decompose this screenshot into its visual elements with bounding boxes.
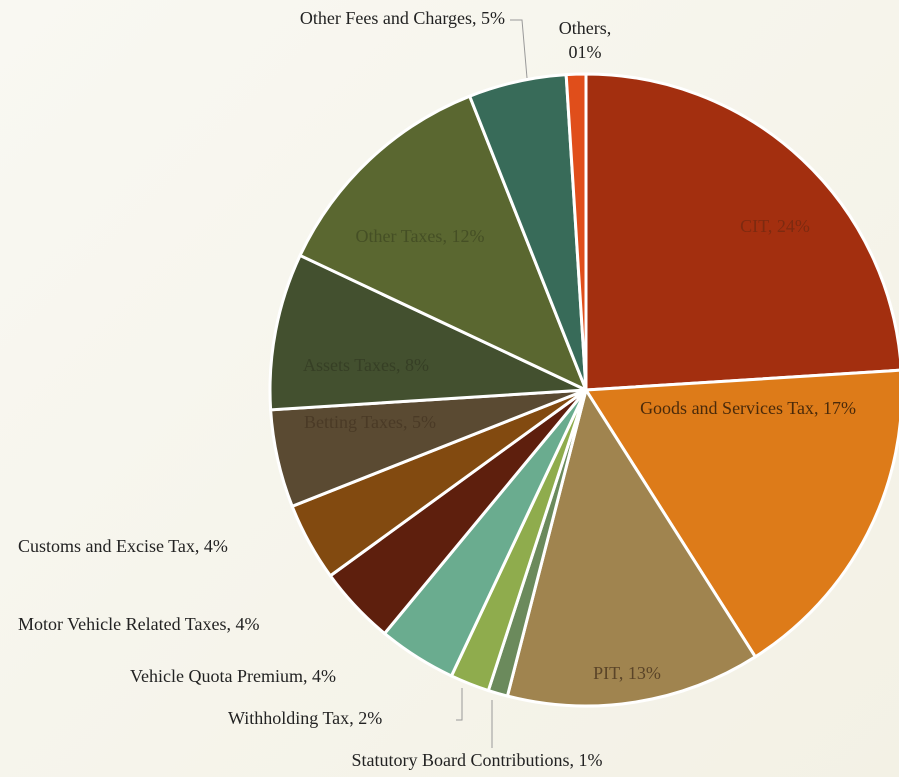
pie-slice [583,368,899,659]
slice-label: PIT, 13% [593,663,661,683]
value-label: 5% [412,412,436,432]
slice-label: Assets Taxes, 8% [303,355,429,375]
value-label: 12% [451,226,484,246]
value-label: 24% [777,216,810,236]
category-label: Other Taxes [356,226,443,246]
category-label: Others [559,18,607,38]
value-label: 2% [358,708,382,728]
separator: , [396,355,405,375]
separator: , [472,8,481,28]
pie-slice [268,253,587,412]
separator: , [607,18,612,38]
category-label: CIT [740,216,769,236]
pie-slice [505,386,758,708]
slice-label: Motor Vehicle Related Taxes, 4% [18,614,260,634]
slice-label: Statutory Board Contributions, 1% [352,750,603,770]
value-label: 1% [579,750,603,770]
slice-label: CIT, 24% [740,216,810,236]
separator: , [195,536,204,556]
category-label: Statutory Board Contributions [352,750,570,770]
separator: , [303,666,312,686]
value-label: 8% [405,355,429,375]
slice-label: Vehicle Quota Premium, 4% [130,666,336,686]
separator: , [403,412,412,432]
separator: , [814,398,823,418]
pie-slice [564,72,588,391]
slice-label: Other Fees and Charges, 5% [300,8,505,28]
slice-label: Betting Taxes, 5% [304,412,436,432]
separator: , [442,226,451,246]
value-label: 4% [204,536,228,556]
value-label: 4% [236,614,260,634]
category-label: PIT [593,663,620,683]
separator: , [227,614,236,634]
value-label: 5% [481,8,505,28]
leader-line [510,19,528,79]
separator: , [619,663,628,683]
category-label: Betting Taxes [304,412,403,432]
separator: , [768,216,777,236]
value-label: 01% [569,42,602,62]
slice-label: Others, 01% [559,18,612,62]
category-label: Goods and Services Tax [640,398,814,418]
category-label: Vehicle Quota Premium [130,666,303,686]
leader-line [456,688,463,721]
slice-label: Goods and Services Tax, 17% [640,398,856,418]
value-label: 4% [312,666,336,686]
pie-slice [584,72,899,392]
value-label: 17% [823,398,856,418]
category-label: Motor Vehicle Related Taxes [18,614,227,634]
category-label: Assets Taxes [303,355,396,375]
pie-slice [298,94,589,393]
category-label: Other Fees and Charges [300,8,472,28]
value-label: 13% [628,663,661,683]
category-label: Withholding Tax [228,708,349,728]
category-label: Customs and Excise Tax [18,536,195,556]
slice-label: Customs and Excise Tax, 4% [18,536,228,556]
separator: , [349,708,358,728]
slice-label: Withholding Tax, 2% [228,708,382,728]
separator: , [570,750,579,770]
slice-label: Other Taxes, 12% [356,226,485,246]
